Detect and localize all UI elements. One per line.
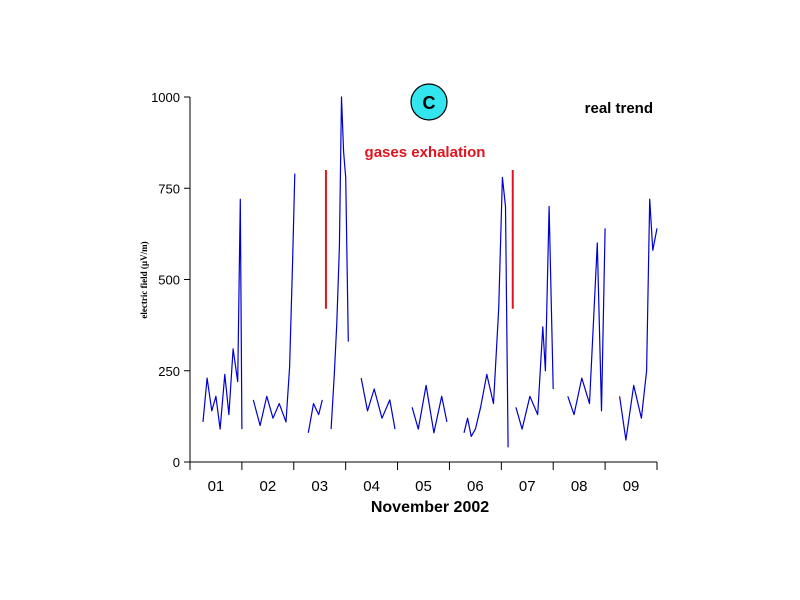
x-tick-label: 01: [208, 478, 225, 495]
badge-letter: C: [423, 93, 436, 113]
y-tick-label: 250: [158, 364, 180, 379]
series-line: [330, 96, 349, 430]
x-tick-label: 04: [363, 478, 380, 495]
series-line: [202, 198, 243, 430]
x-ticks: 01 02 03 04 05 06 07 08 09: [189, 462, 658, 495]
series-line: [567, 228, 606, 416]
series-line: [252, 173, 296, 427]
x-tick-label: 09: [623, 478, 640, 495]
y-tick-label: 1000: [151, 90, 180, 105]
x-tick-label: 06: [467, 478, 484, 495]
series-line: [411, 384, 448, 434]
annotation-markers: [324, 170, 514, 309]
x-axis-title: November 2002: [371, 499, 489, 516]
annotation-label: gases exhalation: [365, 144, 486, 161]
plot-area: 0 250 500 750 1000 01 02 03 04 05 06 07 08 09: [151, 90, 658, 495]
series-line: [360, 377, 396, 430]
badge-circle: [410, 83, 448, 121]
y-axis-title: electric field (µV/m): [139, 241, 149, 318]
series-line: [515, 205, 554, 430]
series-line: [307, 399, 323, 433]
chart-badge: C: [410, 83, 448, 121]
x-tick-label: 03: [311, 478, 328, 495]
x-tick-label: 02: [259, 478, 276, 495]
series-layer: [202, 96, 658, 448]
y-tick-label: 750: [158, 181, 180, 196]
x-tick-label: 08: [571, 478, 588, 495]
y-tick-label: 500: [158, 273, 180, 288]
series-line: [463, 176, 509, 448]
x-tick-label: 07: [519, 478, 536, 495]
y-tick-label: 0: [173, 455, 180, 470]
y-ticks: 0 250 500 750 1000: [151, 90, 190, 470]
x-tick-label: 05: [415, 478, 432, 495]
series-line: [619, 198, 658, 441]
corner-label: real trend: [585, 100, 653, 117]
